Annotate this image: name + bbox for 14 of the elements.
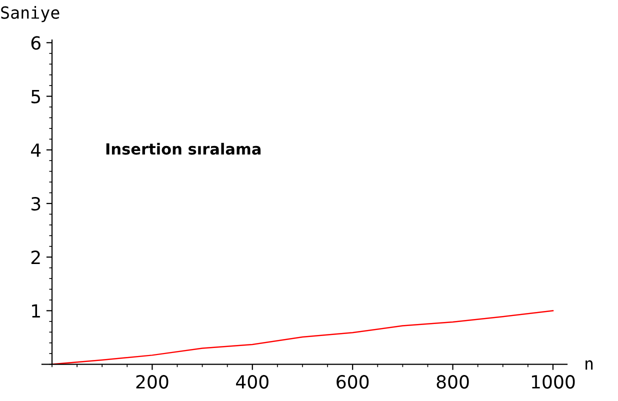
y-axis-title: Saniye	[1, 6, 60, 22]
x-tick-label: 600	[336, 375, 369, 389]
y-tick-label: 4	[31, 144, 41, 157]
x-tick-label: 400	[236, 375, 268, 389]
y-tick-label: 6	[31, 36, 40, 50]
annotation: Insertion sıralama	[106, 142, 261, 155]
y-tick-label: 2	[31, 250, 40, 264]
x-axis-title: n	[586, 360, 593, 370]
y-tick-label: 3	[31, 196, 40, 211]
x-tick-label: 1000	[532, 375, 575, 389]
y-tick-label: 5	[32, 90, 40, 104]
x-tick-label: 800	[436, 375, 469, 389]
y-tick-label: 1	[32, 304, 40, 318]
x-tick-label: 200	[136, 375, 168, 389]
